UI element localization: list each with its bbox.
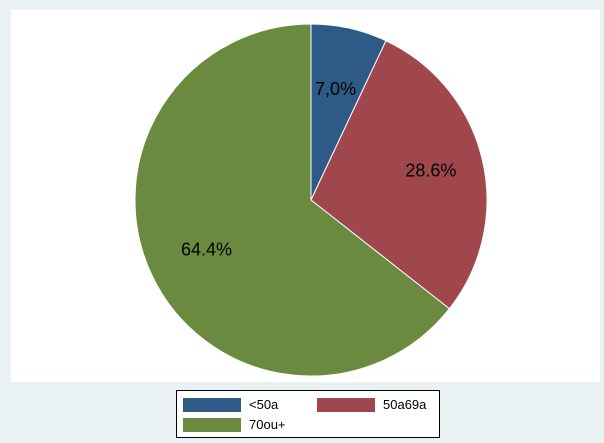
legend-swatch-50a69a — [317, 397, 375, 412]
legend-label-lt50: <50a — [249, 397, 279, 412]
slice-label-70ou: 64.4% — [181, 240, 232, 260]
pie-labels: 7,0% 28.6% 64.4% — [181, 79, 456, 260]
legend-item-lt50: <50a — [183, 397, 278, 412]
pie-slice-70ou — [134, 23, 451, 377]
legend-label-50a69a: 50a69a — [383, 397, 427, 412]
slice-label-50a69a: 28.6% — [405, 160, 456, 180]
legend: <50a 50a69a 70ou+ — [176, 390, 440, 438]
legend-swatch-70ou — [183, 417, 241, 432]
pie-slice-50a69a — [310, 40, 488, 310]
legend-item-50a69a: 50a69a — [317, 397, 426, 412]
legend-label-70ou: 70ou+ — [249, 417, 286, 432]
slice-label-lt50: 7,0% — [315, 79, 356, 99]
legend-item-70ou: 70ou+ — [183, 417, 286, 432]
pie-slices — [134, 23, 488, 377]
legend-swatch-lt50 — [183, 397, 241, 412]
